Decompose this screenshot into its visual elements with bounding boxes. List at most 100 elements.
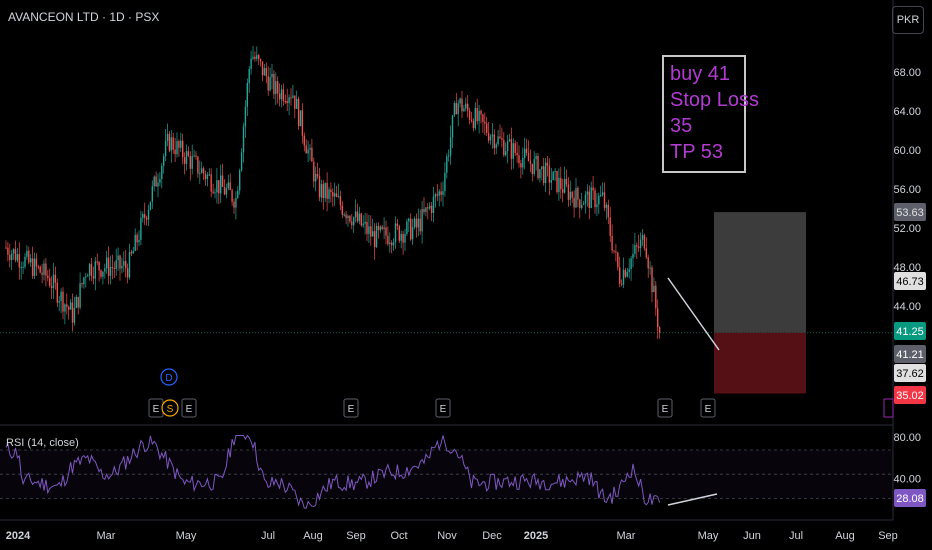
candle-body [480, 110, 482, 115]
candle-body [442, 191, 444, 195]
candle-body [69, 302, 72, 310]
candle-body [630, 258, 632, 270]
candle-body [387, 235, 389, 245]
candle-body [484, 121, 486, 124]
candle-body [87, 275, 89, 277]
candle-body [75, 296, 77, 308]
candle-body [358, 213, 361, 222]
candle-body [455, 103, 457, 115]
candle-body [487, 132, 490, 141]
candle-body [531, 163, 533, 175]
note-line: 35 [670, 115, 693, 137]
rsi-label[interactable]: RSI (14, close) [6, 437, 79, 449]
candle-body [533, 159, 535, 175]
candle-body [248, 69, 250, 83]
y-tick-label: 52.00 [893, 223, 921, 235]
candle-body [520, 163, 522, 168]
y-tick-label: 68.00 [893, 67, 921, 79]
candle-body [140, 218, 142, 240]
candle-body [655, 285, 657, 309]
candle-body [258, 55, 260, 60]
candle-body [330, 189, 332, 193]
candle-body [506, 141, 509, 152]
candle-body [373, 231, 376, 248]
candle-body [476, 107, 478, 122]
candle-body [603, 192, 606, 208]
candle-body [617, 252, 619, 268]
price-tag-label: 41.21 [896, 349, 924, 361]
candle-body [360, 213, 362, 226]
candle-body [619, 267, 621, 284]
candle-body [307, 149, 309, 154]
price-tag-bg [894, 364, 926, 382]
candle-body [45, 263, 47, 276]
candle-body [123, 261, 125, 266]
candle-body [514, 143, 516, 154]
event-marker: D [160, 368, 178, 386]
candle-body [142, 214, 144, 219]
candle-body [354, 211, 357, 218]
candle-body [638, 246, 640, 248]
event-marker: E [181, 398, 197, 418]
event-marker: E [700, 398, 716, 418]
candle-body [541, 166, 543, 170]
price-tag-bg [894, 386, 926, 404]
candle-body [275, 81, 277, 95]
candle-body [600, 194, 602, 196]
candle-body [43, 263, 45, 275]
candle-body [106, 257, 108, 269]
candle-body [229, 182, 231, 191]
candle-body [345, 214, 347, 219]
candle-body [252, 56, 254, 59]
price-tag: 53.63 [894, 203, 926, 221]
candle-body [347, 215, 349, 219]
candle-body [11, 253, 13, 261]
candle-body [643, 235, 646, 249]
candle-body [144, 214, 146, 218]
candle-body [607, 204, 609, 218]
future-event-marker [883, 398, 894, 418]
candle-body [417, 218, 419, 228]
candle-body [47, 275, 49, 279]
x-tick-label: Dec [482, 530, 502, 542]
candle-body [586, 191, 589, 195]
candle-body [457, 103, 459, 115]
candle-body [292, 95, 294, 98]
candle-body [246, 82, 248, 107]
candle-body [210, 174, 212, 192]
candle-body [195, 155, 197, 157]
candle-body [159, 179, 161, 183]
price-tag-label: 35.02 [896, 390, 924, 402]
candle-body [548, 165, 551, 183]
candle-body [220, 175, 222, 194]
y-tick-label: 60.00 [893, 145, 921, 157]
candle-body [233, 201, 235, 208]
x-tick-label: Jul [789, 530, 803, 542]
symbol-title[interactable]: AVANCEON LTD · 1D · PSX [8, 10, 160, 24]
take-profit-zone [714, 212, 806, 333]
candle-body [474, 107, 476, 129]
candle-body [632, 253, 634, 259]
candle-body [495, 144, 497, 149]
candle-body [379, 226, 381, 231]
candle-body [508, 139, 511, 142]
candle-body [263, 68, 266, 76]
candle-body [577, 187, 579, 200]
candle-body [493, 134, 495, 149]
x-tick-label: Sep [878, 530, 898, 542]
candle-body [649, 267, 651, 269]
candle-body [658, 327, 661, 333]
candle-body [575, 187, 577, 208]
currency-badge[interactable]: PKR [892, 6, 924, 34]
candle-body [552, 171, 554, 181]
event-marker-label: E [662, 404, 669, 415]
candle-body [324, 182, 326, 199]
candle-body [227, 182, 229, 189]
candle-body [375, 225, 378, 248]
candle-body [206, 174, 209, 180]
candle-body [461, 98, 463, 112]
candle-body [657, 308, 659, 328]
candle-body [166, 133, 169, 142]
candle-body [161, 165, 163, 180]
